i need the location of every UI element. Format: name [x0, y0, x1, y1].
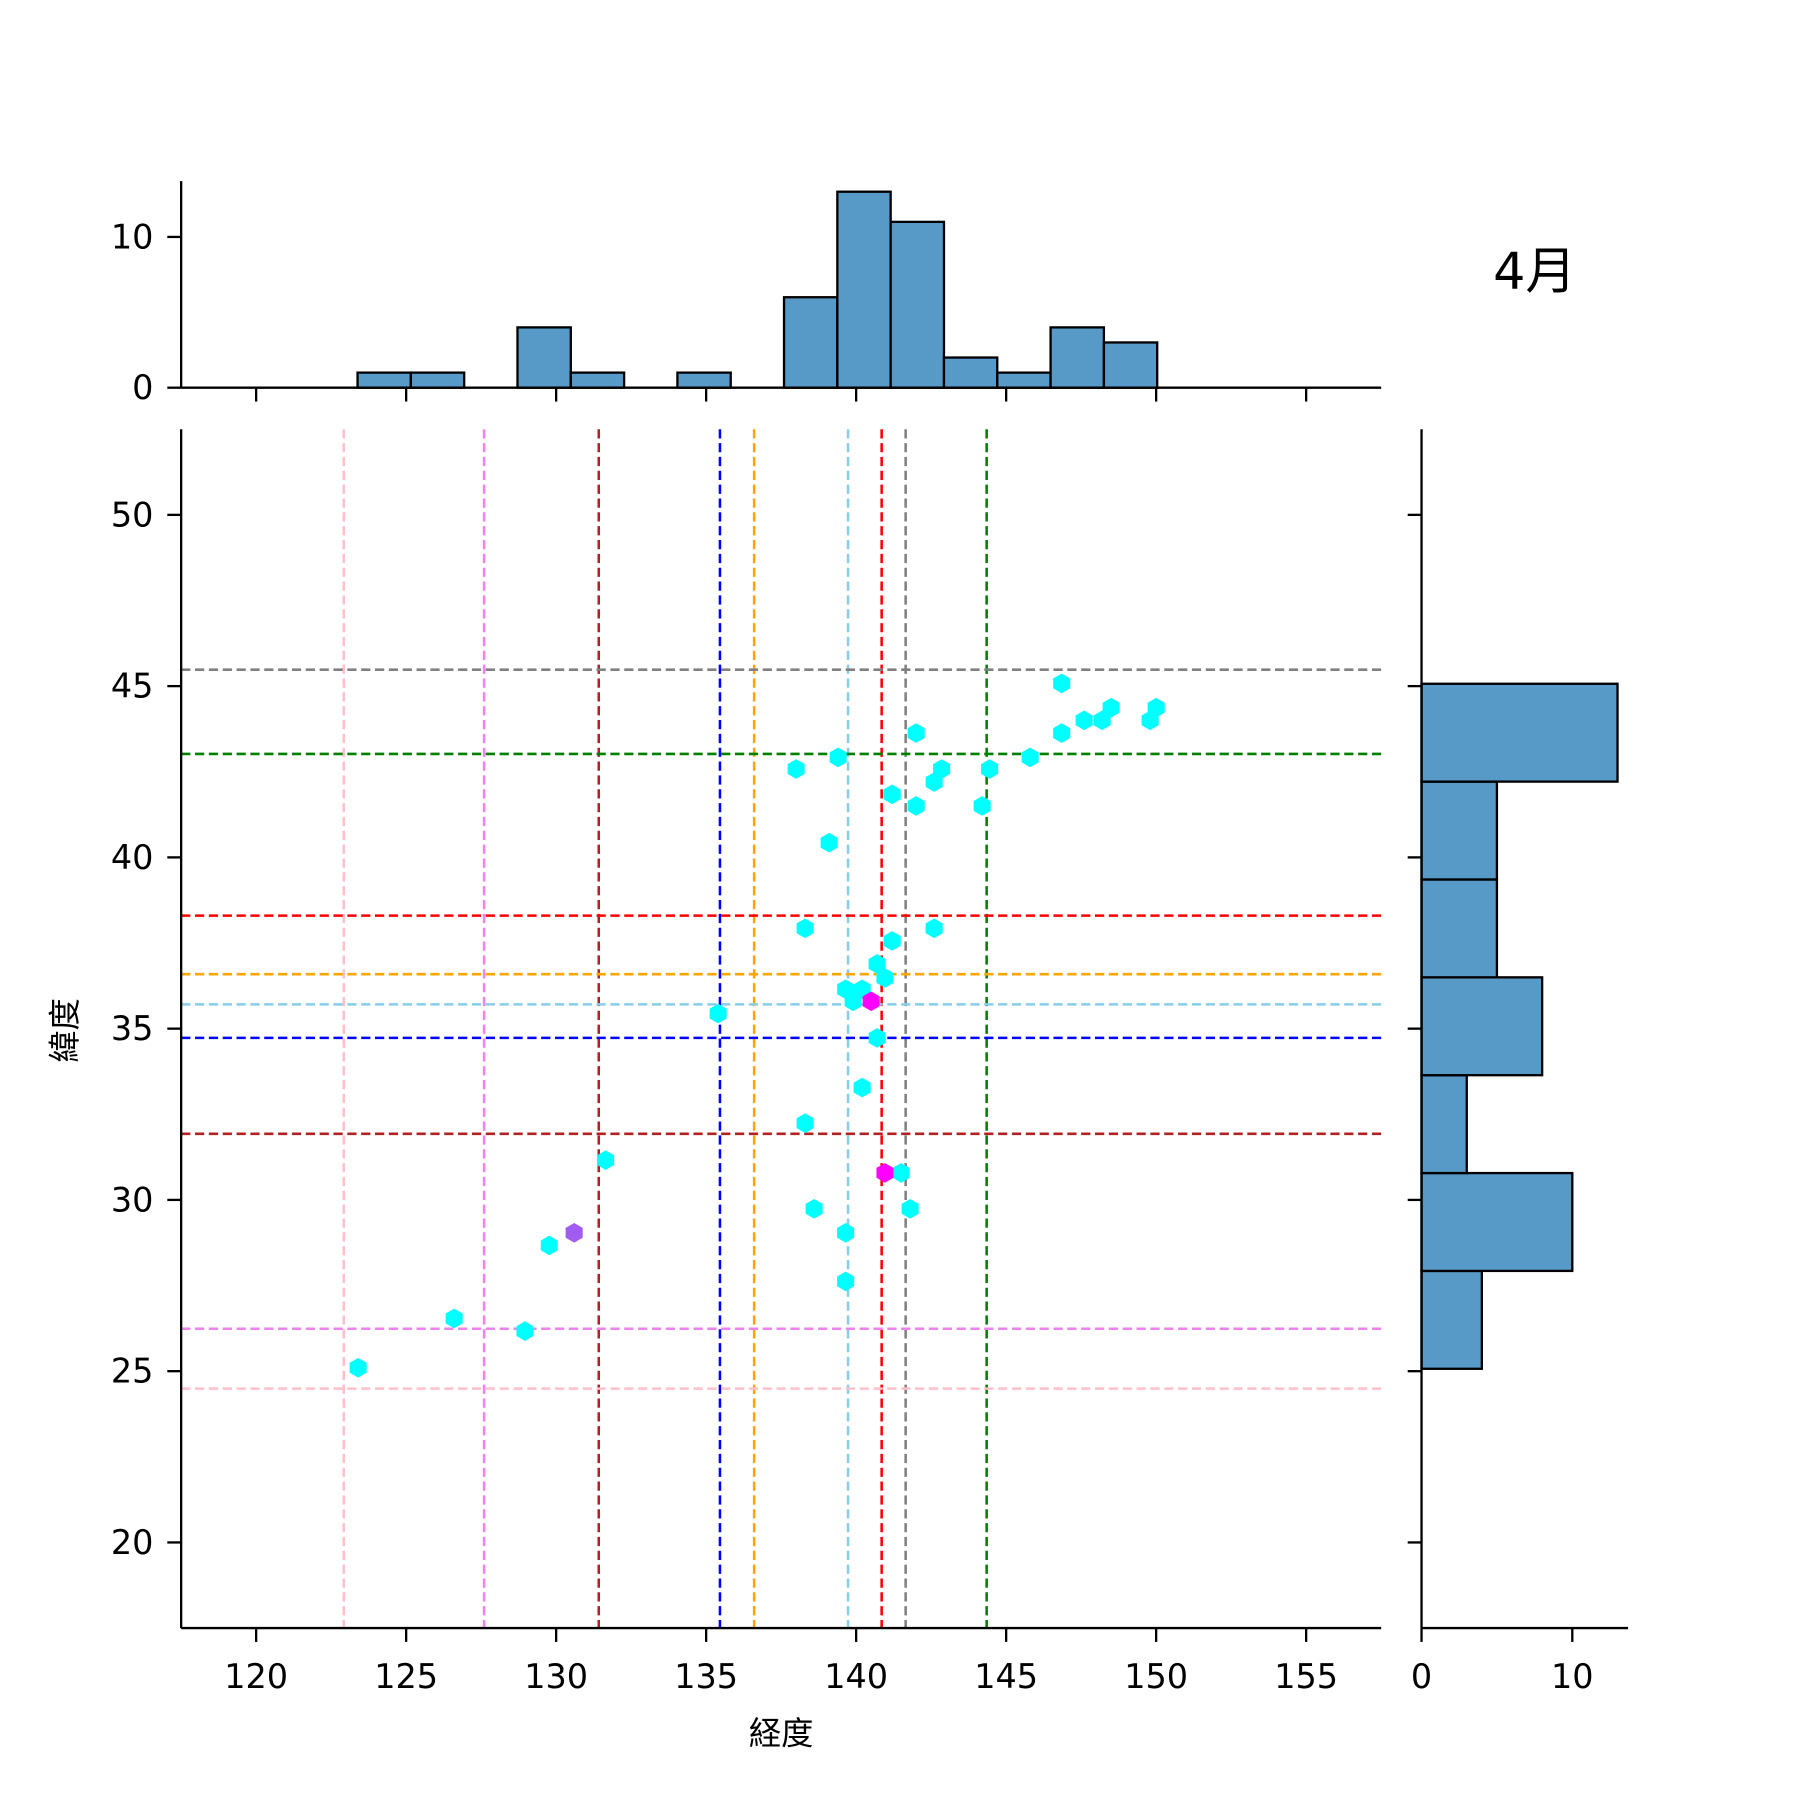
data-point [837, 1222, 855, 1243]
scatter-panel: 120 125 130 135 140 145 150 155 20 25 30 35 40 45 50 [111, 429, 1382, 1696]
data-point [892, 1163, 910, 1183]
data-point [925, 918, 943, 939]
y-tick-label: 35 [111, 1009, 154, 1048]
data-point [516, 1321, 534, 1341]
data-point [907, 723, 925, 743]
chart-title: 4月 [1493, 241, 1576, 300]
histogram-bar [836, 190, 892, 389]
histogram-bar [782, 296, 839, 389]
histogram-bar [942, 356, 999, 389]
y-axis-label: 緯度 [46, 998, 84, 1063]
data-point [925, 772, 943, 792]
data-point [868, 1028, 886, 1048]
data-point [796, 918, 814, 939]
data-point [1093, 710, 1111, 731]
data-point [1053, 723, 1071, 743]
x-tick-label: 155 [1274, 1657, 1338, 1696]
x-tick-label: 135 [674, 1657, 738, 1696]
data-point [805, 1198, 823, 1219]
data-point [1075, 710, 1093, 731]
data-point [829, 747, 847, 768]
data-point [709, 1003, 727, 1024]
data-point [837, 1271, 855, 1292]
data-point [820, 832, 838, 853]
data-point [868, 954, 886, 974]
hist-y-tick-label: 0 [132, 368, 153, 407]
x-tick-label: 130 [524, 1657, 588, 1696]
y-tick-label: 40 [111, 838, 154, 877]
histogram-bar [1049, 326, 1106, 389]
data-point [933, 759, 951, 779]
latitude-histogram: 0 10 [1407, 429, 1629, 1696]
longitude-histogram: 0 10 [111, 181, 1382, 407]
data-point [907, 796, 925, 816]
data-point [883, 784, 901, 805]
histogram-bar [1420, 878, 1499, 979]
histogram-bar [676, 371, 732, 389]
histogram-bar [356, 371, 413, 389]
histogram-bar [1102, 341, 1159, 389]
data-point [597, 1150, 615, 1170]
y-tick-label: 25 [111, 1352, 154, 1391]
data-point [565, 1222, 583, 1243]
data-point [1021, 747, 1039, 768]
data-point [1102, 697, 1120, 718]
histogram-bar [1420, 1171, 1574, 1273]
data-point [862, 991, 880, 1012]
x-tick-label: 140 [824, 1657, 888, 1696]
hist-x-tick-label: 0 [1411, 1657, 1432, 1696]
hist-x-tick-label: 10 [1551, 1657, 1594, 1696]
histogram-bar [1420, 682, 1619, 783]
histogram-bar [569, 371, 626, 389]
data-point [981, 759, 999, 779]
histogram-bar [516, 326, 572, 389]
histogram-bar [409, 371, 466, 389]
data-point [1147, 697, 1165, 718]
data-point [876, 968, 894, 988]
x-tick-label: 120 [224, 1657, 288, 1696]
data-point [796, 1113, 814, 1133]
histogram-bar [1420, 976, 1544, 1077]
data-point [445, 1308, 463, 1329]
y-tick-label: 50 [111, 495, 154, 534]
data-point [349, 1357, 367, 1378]
hist-y-tick-label: 10 [111, 217, 154, 256]
data-point [883, 931, 901, 951]
x-tick-label: 145 [974, 1657, 1038, 1696]
histogram-bar [1420, 1269, 1483, 1370]
data-point [540, 1235, 558, 1256]
x-tick-label: 125 [374, 1657, 438, 1696]
x-tick-label: 150 [1124, 1657, 1188, 1696]
histogram-bar [889, 220, 946, 389]
data-point [1053, 673, 1071, 694]
data-point [901, 1198, 919, 1219]
histogram-bar [996, 371, 1052, 389]
data-point [787, 759, 805, 779]
histogram-bar [1420, 1074, 1468, 1175]
y-tick-label: 45 [111, 667, 154, 706]
y-tick-label: 20 [111, 1523, 154, 1562]
y-tick-label: 30 [111, 1180, 154, 1219]
x-axis-label: 経度 [749, 1715, 814, 1753]
data-point [844, 991, 862, 1012]
histogram-bar [1420, 780, 1499, 881]
data-point [876, 1163, 894, 1183]
data-point [853, 1077, 871, 1098]
data-point [973, 796, 991, 816]
